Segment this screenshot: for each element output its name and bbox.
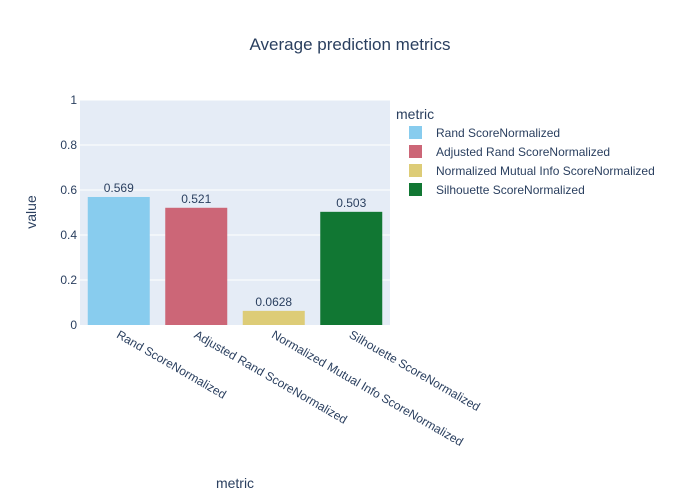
x-tick-label: Silhouette ScoreNormalized: [347, 327, 483, 413]
bar-value-label: 0.521: [181, 192, 211, 206]
x-axis-title: metric: [216, 475, 254, 491]
y-axis-ticks: 0 0.2 0.4 0.6 0.8 1: [60, 93, 77, 332]
legend-item-label[interactable]: Adjusted Rand ScoreNormalized: [436, 145, 610, 159]
legend-item-label[interactable]: Rand ScoreNormalized: [436, 126, 560, 140]
bar[interactable]: [242, 310, 305, 325]
bar-value-label: 0.0628: [255, 295, 292, 309]
legend-swatch[interactable]: [409, 183, 422, 196]
legend-item-label[interactable]: Silhouette ScoreNormalized: [436, 183, 585, 197]
y-tick-label: 0.2: [60, 273, 77, 287]
legend-swatch[interactable]: [409, 145, 422, 158]
y-tick-label: 1: [70, 93, 77, 107]
legend: metric Rand ScoreNormalized Adjusted Rand…: [396, 106, 655, 197]
y-axis-title: value: [23, 195, 39, 229]
legend-item-label[interactable]: Normalized Mutual Info ScoreNormalized: [436, 164, 655, 178]
bar-value-label: 0.569: [104, 181, 134, 195]
y-tick-label: 0: [70, 318, 77, 332]
y-tick-label: 0.6: [60, 183, 77, 197]
bar-value-labels: 0.569 0.521 0.0628 0.503: [104, 181, 367, 309]
x-tick-label: Adjusted Rand ScoreNormalized: [192, 327, 350, 426]
bar[interactable]: [87, 196, 150, 325]
legend-swatch[interactable]: [409, 164, 422, 177]
legend-title: metric: [396, 106, 434, 122]
bars: [87, 196, 383, 325]
bar[interactable]: [165, 207, 228, 325]
legend-swatch[interactable]: [409, 126, 422, 139]
bar-value-label: 0.503: [336, 196, 366, 210]
y-tick-label: 0.8: [60, 138, 77, 152]
bar[interactable]: [320, 211, 383, 325]
y-tick-label: 0.4: [60, 228, 77, 242]
chart-title: Average prediction metrics: [250, 35, 451, 54]
